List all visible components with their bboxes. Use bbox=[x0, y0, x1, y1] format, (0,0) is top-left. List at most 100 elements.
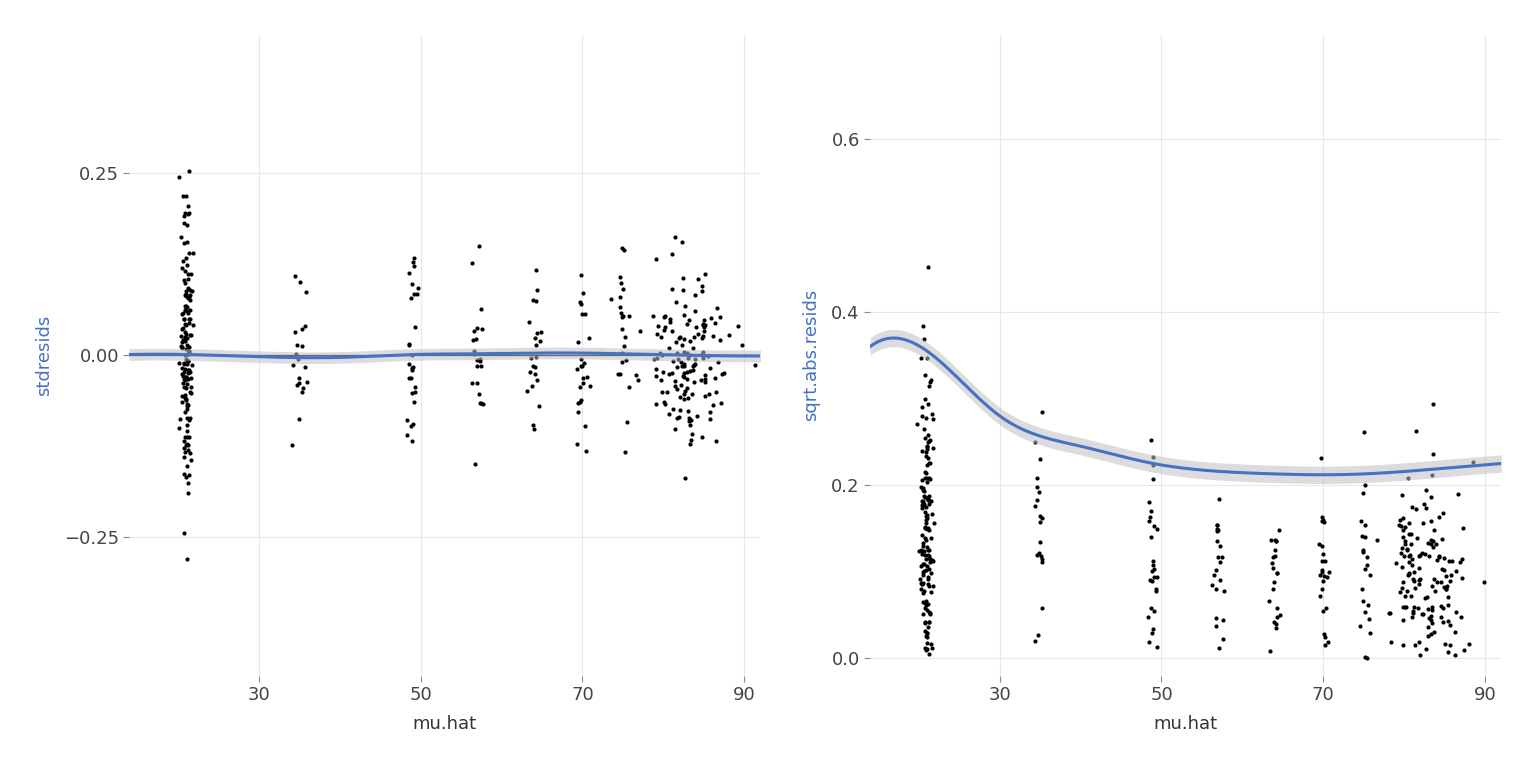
Point bbox=[1141, 562, 1166, 574]
Point bbox=[1025, 472, 1049, 484]
Point bbox=[175, 487, 200, 499]
Point bbox=[659, 324, 684, 336]
Point bbox=[1137, 515, 1161, 528]
Point bbox=[912, 472, 937, 485]
Point bbox=[1393, 538, 1418, 550]
Point bbox=[917, 607, 942, 620]
Point bbox=[1448, 555, 1473, 568]
Point bbox=[1028, 516, 1052, 528]
Point bbox=[691, 321, 716, 333]
Point bbox=[174, 300, 198, 312]
Point bbox=[912, 392, 937, 405]
Point bbox=[295, 376, 319, 388]
Point bbox=[648, 347, 673, 359]
Point bbox=[1392, 601, 1416, 614]
Point bbox=[911, 540, 935, 552]
Point bbox=[668, 330, 693, 343]
Point bbox=[915, 541, 940, 553]
Point bbox=[671, 272, 696, 284]
Point bbox=[1390, 638, 1415, 650]
Point bbox=[1395, 601, 1419, 613]
Point bbox=[668, 404, 693, 416]
Point bbox=[172, 526, 197, 538]
Point bbox=[1444, 648, 1468, 660]
Point bbox=[172, 217, 197, 230]
Point bbox=[917, 607, 942, 620]
Point bbox=[177, 364, 201, 376]
Point bbox=[177, 200, 201, 212]
Point bbox=[1442, 625, 1467, 637]
Point bbox=[1419, 627, 1444, 640]
Point bbox=[644, 370, 668, 382]
Point bbox=[677, 335, 702, 347]
Point bbox=[914, 445, 938, 458]
Point bbox=[1444, 564, 1468, 577]
Point bbox=[174, 406, 198, 419]
Y-axis label: sqrt.abs.resids: sqrt.abs.resids bbox=[802, 289, 820, 422]
Point bbox=[664, 296, 688, 308]
Point bbox=[568, 353, 593, 365]
Point bbox=[174, 425, 198, 438]
Point bbox=[912, 549, 937, 561]
Point bbox=[1203, 620, 1227, 632]
Point bbox=[1396, 528, 1421, 541]
Point bbox=[177, 345, 201, 357]
Point bbox=[915, 429, 940, 442]
Point bbox=[671, 359, 696, 372]
Point bbox=[1023, 500, 1048, 512]
Point bbox=[917, 550, 942, 562]
Point bbox=[1204, 535, 1229, 548]
Point bbox=[1435, 580, 1459, 592]
Point bbox=[1415, 591, 1439, 603]
Point bbox=[175, 367, 200, 379]
Point bbox=[287, 276, 312, 288]
Point bbox=[1430, 563, 1455, 575]
Point bbox=[180, 268, 204, 280]
Point bbox=[682, 359, 707, 371]
Point bbox=[172, 381, 197, 393]
Point bbox=[402, 386, 427, 399]
Point bbox=[911, 607, 935, 620]
Point bbox=[180, 454, 204, 466]
Point bbox=[1395, 584, 1419, 597]
Point bbox=[911, 595, 935, 607]
Point bbox=[656, 368, 680, 380]
Point bbox=[174, 343, 198, 356]
Point bbox=[917, 524, 942, 536]
Point bbox=[468, 396, 493, 409]
Point bbox=[1416, 630, 1441, 642]
Point bbox=[909, 545, 934, 557]
Point bbox=[909, 499, 934, 511]
Point bbox=[917, 580, 942, 592]
Point bbox=[919, 567, 943, 579]
Point bbox=[644, 398, 668, 410]
Point bbox=[1026, 629, 1051, 641]
Point bbox=[174, 329, 198, 341]
Point bbox=[1392, 551, 1416, 563]
Point bbox=[909, 578, 934, 590]
Point bbox=[1416, 603, 1441, 615]
Point bbox=[1419, 469, 1444, 482]
Point bbox=[915, 443, 940, 455]
Point bbox=[1264, 567, 1289, 579]
Point bbox=[467, 355, 492, 367]
Point bbox=[177, 207, 201, 219]
Point bbox=[169, 262, 194, 274]
Point bbox=[461, 334, 485, 346]
Point bbox=[521, 360, 545, 372]
Point bbox=[170, 396, 195, 409]
Point bbox=[1395, 545, 1419, 557]
Point bbox=[1263, 534, 1287, 546]
Point bbox=[524, 333, 548, 345]
Point bbox=[697, 362, 722, 375]
Point bbox=[175, 260, 200, 272]
Point bbox=[468, 360, 493, 372]
Point bbox=[177, 444, 201, 456]
Point bbox=[467, 240, 492, 252]
Point bbox=[461, 377, 485, 389]
Point bbox=[653, 321, 677, 333]
Point bbox=[1210, 633, 1235, 645]
Point bbox=[1307, 590, 1332, 602]
Point bbox=[170, 237, 195, 249]
Point bbox=[1433, 570, 1458, 582]
